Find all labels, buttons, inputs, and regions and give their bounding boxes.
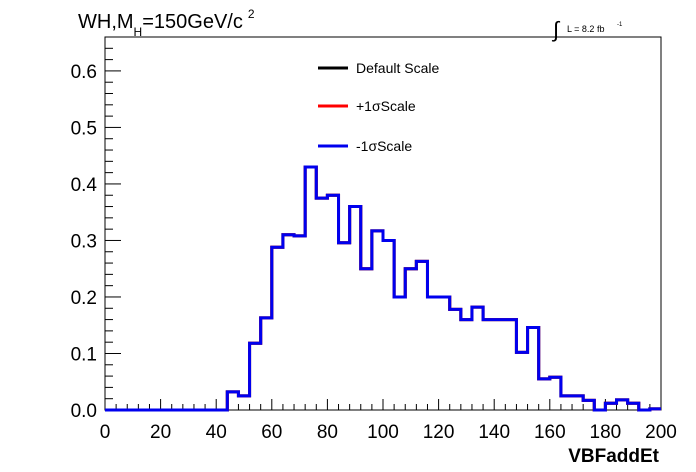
- y-tick-label: 0.4: [71, 175, 98, 196]
- x-tick-label: 180: [590, 422, 622, 443]
- x-tick-label: 200: [645, 422, 677, 443]
- x-tick-label: 40: [206, 422, 227, 443]
- y-tick-label: 0.2: [71, 288, 97, 309]
- x-axis-label: VBFaddEt: [568, 446, 659, 467]
- y-tick-labels: 0.0 0.1 0.2 0.3 0.4 0.5 0.6: [71, 62, 98, 422]
- x-tick-label: 100: [367, 422, 399, 443]
- y-tick-label: 0.5: [71, 118, 97, 139]
- legend-label-default-scale: Default Scale: [356, 60, 439, 76]
- legend: Default Scale +1σScale -1σScale: [318, 60, 439, 154]
- luminosity-label: L = 8.2 fb: [567, 24, 604, 34]
- luminosity-superscript: -1: [617, 22, 623, 28]
- x-tick-labels: 0 20 40 60 80 100 120 140 160 180 200: [100, 422, 677, 443]
- y-tick-label: 0.1: [71, 344, 97, 365]
- x-tick-label: 160: [534, 422, 566, 443]
- title-suffix: =150GeV/c: [142, 11, 243, 33]
- y-tick-label: 0.3: [71, 231, 97, 252]
- x-tick-label: 140: [478, 422, 510, 443]
- x-tick-label: 20: [150, 422, 171, 443]
- x-axis: [104, 399, 662, 410]
- luminosity-integral-symbol: ∫: [551, 17, 561, 42]
- title-superscript: 2: [248, 7, 255, 21]
- series-group: [105, 165, 661, 412]
- title-subscript: H: [134, 25, 143, 39]
- y-tick-label: 0.6: [71, 62, 97, 83]
- x-tick-label: 80: [317, 422, 338, 443]
- legend-label-minus-1sigma-scale: -1σScale: [356, 138, 412, 154]
- x-tick-label: 60: [261, 422, 282, 443]
- x-tick-label: 120: [423, 422, 455, 443]
- series-minus-1sigma-scale: [105, 165, 661, 412]
- title-prefix: WH,M: [78, 11, 134, 33]
- chart-title: WH,MH=150GeV/c 2: [78, 7, 255, 39]
- x-tick-label: 0: [100, 422, 111, 443]
- y-tick-label: 0.0: [71, 401, 97, 422]
- legend-label-plus-1sigma-scale: +1σScale: [356, 98, 416, 114]
